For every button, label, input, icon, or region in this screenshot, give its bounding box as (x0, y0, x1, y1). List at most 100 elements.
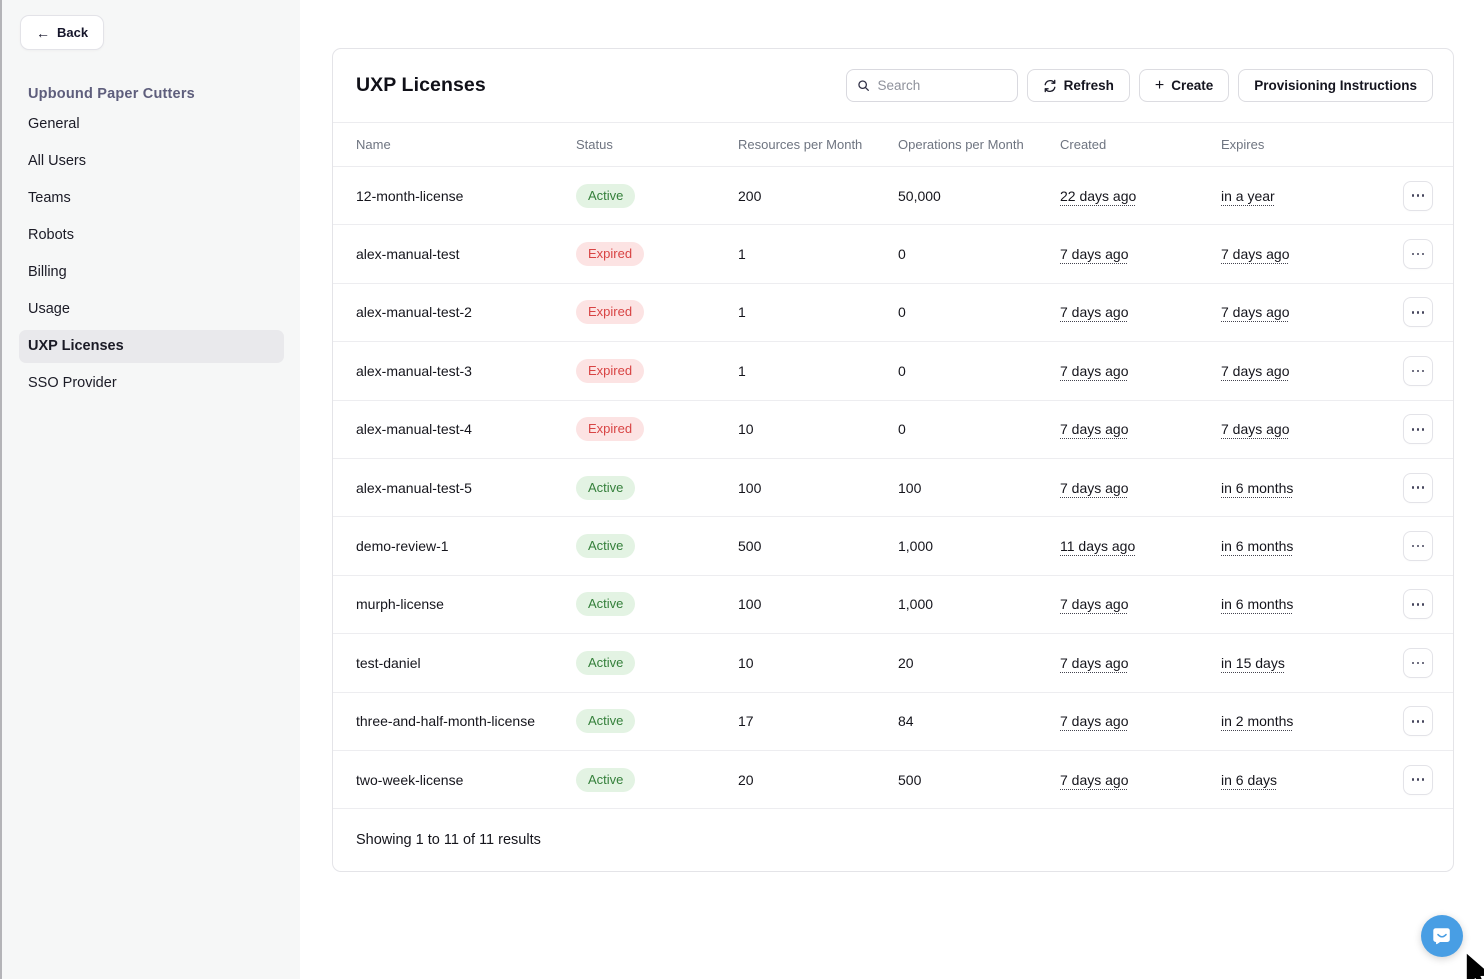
table-row: 12-month-license Active 200 50,000 22 da… (333, 167, 1453, 226)
card-header: UXP Licenses Refresh (333, 49, 1453, 123)
status-cell: Active (576, 650, 738, 675)
table-footer: Showing 1 to 11 of 11 results (333, 809, 1453, 871)
status-badge: Active (576, 650, 636, 675)
expires-cell: 7 days ago (1221, 363, 1395, 379)
ellipsis-icon (1411, 778, 1415, 781)
created-value[interactable]: 7 days ago (1060, 771, 1129, 788)
expires-value[interactable]: 7 days ago (1221, 304, 1290, 321)
licenses-card: UXP Licenses Refresh (332, 48, 1454, 873)
status-cell: Active (576, 592, 738, 617)
actions-cell (1395, 239, 1433, 270)
refresh-icon (1044, 79, 1056, 92)
main-content: UXP Licenses Refresh (300, 0, 1484, 979)
search-box (845, 69, 1018, 102)
expires-cell: in 6 months (1221, 480, 1395, 496)
created-value[interactable]: 7 days ago (1060, 246, 1129, 263)
created-value[interactable]: 7 days ago (1060, 654, 1129, 671)
sidebar-item-label: Teams (28, 190, 71, 206)
create-button[interactable]: + Create (1138, 69, 1230, 102)
sidebar-item-billing[interactable]: Billing (19, 256, 284, 289)
chat-launcher-button[interactable] (1421, 915, 1463, 957)
created-value[interactable]: 11 days ago (1060, 538, 1136, 555)
created-cell: 7 days ago (1060, 655, 1221, 671)
created-value[interactable]: 7 days ago (1060, 479, 1129, 496)
expires-value[interactable]: in 6 months (1221, 596, 1294, 613)
row-actions-button[interactable] (1403, 706, 1433, 737)
expires-value[interactable]: in 2 months (1221, 713, 1294, 730)
operations-per-month: 1,000 (898, 596, 934, 613)
expires-value[interactable]: 7 days ago (1221, 246, 1290, 263)
column-header-expires: Expires (1221, 137, 1265, 152)
created-value[interactable]: 22 days ago (1060, 187, 1137, 204)
sidebar-item-teams[interactable]: Teams (19, 182, 284, 215)
sidebar-item-general[interactable]: General (19, 108, 284, 141)
sidebar-item-usage[interactable]: Usage (19, 293, 284, 326)
row-actions-button[interactable] (1403, 180, 1433, 211)
sidebar-item-sso-provider[interactable]: SSO Provider (19, 367, 284, 400)
table-row: alex-manual-test-2 Expired 1 0 7 days ag… (333, 284, 1453, 343)
operations-per-month: 0 (898, 246, 906, 263)
expires-value[interactable]: in 6 days (1221, 771, 1278, 788)
plus-icon: + (1154, 76, 1165, 94)
table-row: alex-manual-test-3 Expired 1 0 7 days ag… (333, 342, 1453, 401)
ellipsis-icon (1411, 544, 1415, 548)
sidebar-item-label: UXP Licenses (28, 338, 124, 354)
provisioning-instructions-button[interactable]: Provisioning Instructions (1238, 69, 1433, 102)
operations-per-month: 0 (898, 421, 906, 438)
row-actions-button[interactable] (1403, 764, 1433, 795)
page-title: UXP Licenses (356, 74, 486, 96)
status-cell: Active (576, 709, 738, 734)
status-cell: Expired (576, 242, 738, 267)
row-actions-button[interactable] (1403, 414, 1433, 445)
expires-cell: in 6 months (1221, 596, 1395, 612)
row-actions-button[interactable] (1403, 355, 1433, 386)
refresh-button[interactable]: Refresh (1026, 69, 1130, 102)
operations-per-month: 100 (898, 479, 922, 496)
expires-value[interactable]: in 6 months (1221, 538, 1294, 555)
expires-value[interactable]: in 6 months (1221, 479, 1294, 496)
license-name: alex-manual-test-5 (356, 479, 472, 496)
ellipsis-icon (1411, 486, 1415, 489)
created-cell: 7 days ago (1060, 480, 1221, 496)
sidebar-item-label: Usage (28, 301, 70, 317)
back-button-label: Back (57, 25, 89, 40)
sidebar-item-all-users[interactable]: All Users (19, 145, 284, 178)
sidebar-item-uxp-licenses[interactable]: UXP Licenses (19, 330, 284, 363)
operations-per-month: 20 (898, 654, 914, 671)
row-actions-button[interactable] (1403, 589, 1433, 620)
row-actions-button[interactable] (1403, 647, 1433, 678)
column-header-name: Name (356, 137, 391, 152)
back-button[interactable]: ← Back (20, 15, 105, 50)
expires-value[interactable]: 7 days ago (1221, 421, 1290, 438)
status-cell: Expired (576, 300, 738, 325)
row-actions-button[interactable] (1403, 472, 1433, 503)
license-name: alex-manual-test (356, 246, 460, 263)
row-actions-button[interactable] (1403, 297, 1433, 328)
expires-value[interactable]: 7 days ago (1221, 362, 1290, 379)
license-name: test-daniel (356, 654, 421, 671)
status-badge: Expired (576, 417, 645, 442)
status-cell: Active (576, 767, 738, 792)
table-row: test-daniel Active 10 20 7 days ago in 1… (333, 634, 1453, 693)
table-body: 12-month-license Active 200 50,000 22 da… (333, 167, 1453, 810)
created-value[interactable]: 7 days ago (1060, 421, 1129, 438)
expires-cell: in 2 months (1221, 713, 1395, 729)
status-cell: Expired (576, 358, 738, 383)
operations-per-month: 84 (898, 713, 914, 730)
row-actions-button[interactable] (1403, 239, 1433, 270)
sidebar-item-robots[interactable]: Robots (19, 219, 284, 252)
resources-per-month: 500 (738, 538, 762, 555)
created-value[interactable]: 7 days ago (1060, 713, 1129, 730)
operations-per-month: 500 (898, 771, 922, 788)
create-button-label: Create (1171, 78, 1214, 93)
created-value[interactable]: 7 days ago (1060, 596, 1129, 613)
expires-value[interactable]: in a year (1221, 187, 1275, 204)
sidebar-item-label: All Users (28, 153, 87, 169)
created-value[interactable]: 7 days ago (1060, 362, 1129, 379)
mouse-cursor (1465, 950, 1484, 979)
search-input[interactable] (877, 78, 1007, 93)
resources-per-month: 10 (738, 421, 754, 438)
row-actions-button[interactable] (1403, 531, 1433, 562)
expires-value[interactable]: in 15 days (1221, 654, 1285, 671)
created-value[interactable]: 7 days ago (1060, 304, 1129, 321)
